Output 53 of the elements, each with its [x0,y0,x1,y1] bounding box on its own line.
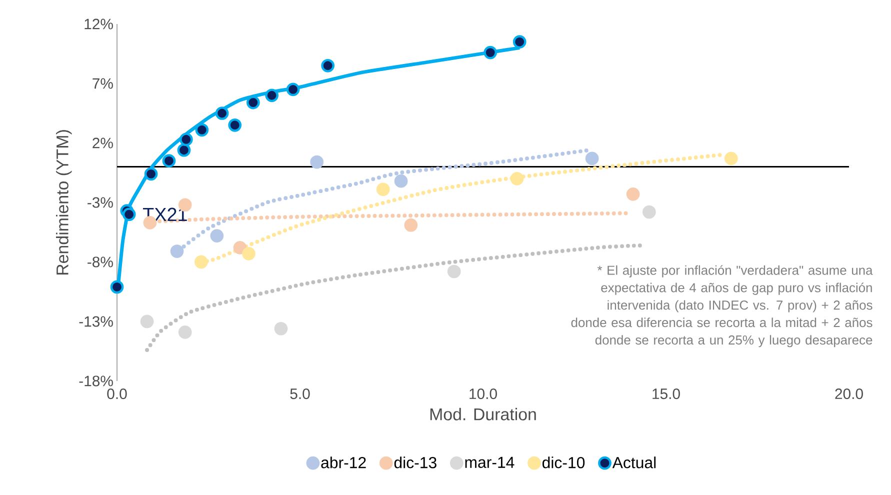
y-tick-label: 12% [84,18,113,30]
point [177,143,191,157]
point [140,314,154,328]
point [724,152,738,166]
point [162,154,176,168]
x-tick-label: 0.0 [107,388,127,400]
point [376,182,390,196]
point [178,326,192,339]
y-tick-label: 7% [92,78,113,89]
point [195,123,209,137]
legend-label: dic-10 [542,456,585,468]
x-tick-label: 10.0 [470,388,497,400]
point [447,264,461,278]
y-tick-label: -13% [79,316,113,327]
point [510,172,524,186]
point [180,132,193,146]
point [228,118,242,132]
x-axis-title: Mod. Duration [430,408,536,420]
point [110,280,124,294]
legend-label: abr-12 [321,456,366,468]
point [585,152,599,166]
point [170,244,184,258]
x-tick-label: 15.0 [652,388,680,400]
point [484,46,498,60]
x-tick-label: 20.0 [835,388,863,400]
point [404,218,418,232]
y-tick-label: -3% [88,197,113,208]
point [265,88,278,102]
y-tick-label: -8% [88,256,113,268]
legend-label: dic-13 [394,456,436,468]
legend-label: Actual [612,456,656,468]
annotation: * El ajuste por inflación "verdadera" asume una expectativa de 4 años de gap puro vs inflación intervenida (dato INDEC vs. 7 prov) + 2 años donde esa diferencia se recorta a la mitad + 2 años donde se recorta a un 25% y luego desaparece [571,265,873,348]
point [144,167,158,181]
point [321,58,334,72]
point [274,322,288,336]
point [215,106,229,120]
point [310,155,324,169]
legend-label: mar-14 [465,456,514,468]
point [210,229,224,242]
point [512,35,526,49]
point [626,187,640,201]
point [122,208,136,222]
y-tick-label: 2% [92,138,113,148]
point [246,96,260,110]
point [233,241,247,254]
y-axis-title: Rendimiento (YTM) [56,130,72,275]
point [286,82,300,96]
point [642,205,656,219]
x-tick-label: 5.0 [290,388,310,400]
point [394,174,408,188]
y-tick-label: -18% [79,376,113,386]
point [194,255,208,269]
point [242,246,256,260]
